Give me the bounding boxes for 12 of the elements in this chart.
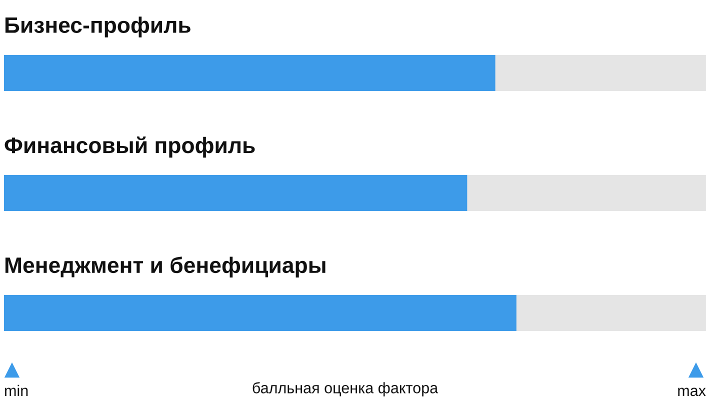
y-tick-label: Финансовый профиль xyxy=(4,136,255,158)
bar xyxy=(4,295,516,331)
y-tick-label: Бизнес-профиль xyxy=(5,16,190,38)
bar xyxy=(4,55,496,91)
x-axis-title: балльная оценка фактора xyxy=(252,382,438,396)
bar xyxy=(516,295,706,331)
bar xyxy=(467,175,706,211)
bar xyxy=(495,55,706,91)
bar xyxy=(4,175,468,211)
y-tick-label: Менеджмент и бенефициары xyxy=(5,256,326,278)
text: max xyxy=(678,388,706,396)
text: min xyxy=(5,384,28,396)
